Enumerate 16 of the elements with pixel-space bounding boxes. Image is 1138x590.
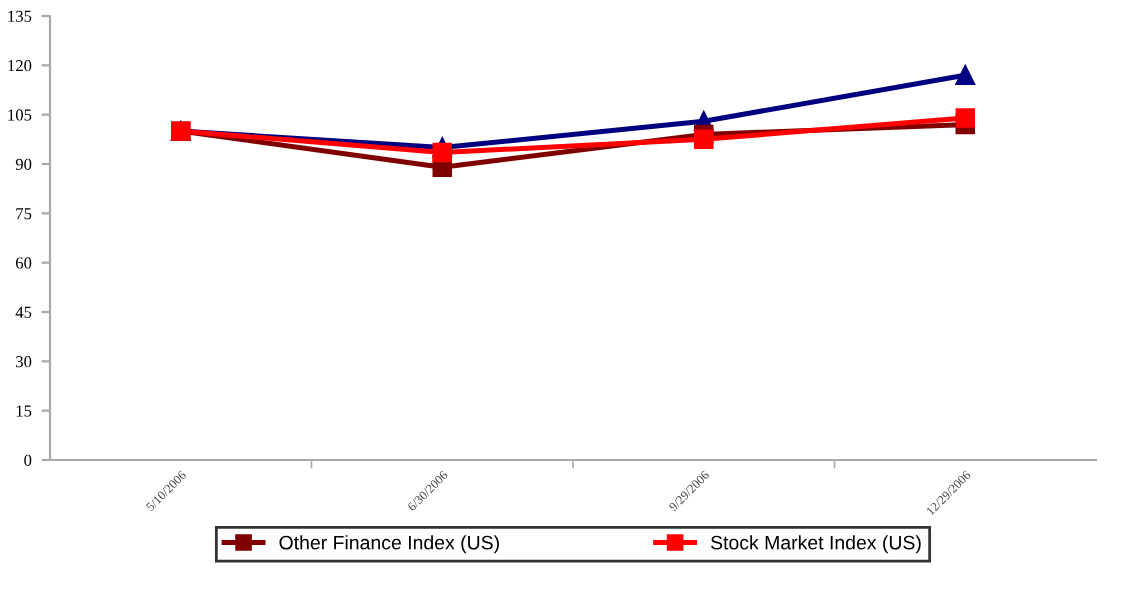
y-tick-label: 75: [16, 208, 32, 220]
y-tick-label: 30: [16, 356, 32, 368]
y-tick-label: 45: [15, 306, 32, 318]
point: [955, 108, 975, 128]
y-tick-label: 120: [8, 60, 32, 72]
y-tick-label: 15: [16, 405, 32, 417]
y-tick-label: 60: [15, 257, 32, 269]
y-tick-label: 135: [8, 10, 32, 22]
legend-label: Other Finance Index (US): [279, 535, 499, 554]
point: [955, 65, 975, 85]
point: [694, 129, 714, 150]
y-tick-label: 0: [24, 454, 32, 466]
y-tick-label: 105: [8, 109, 32, 121]
legend-label: Stock Market Index (US): [710, 535, 921, 554]
point: [432, 142, 452, 163]
y-tick-label: 90: [15, 158, 32, 170]
